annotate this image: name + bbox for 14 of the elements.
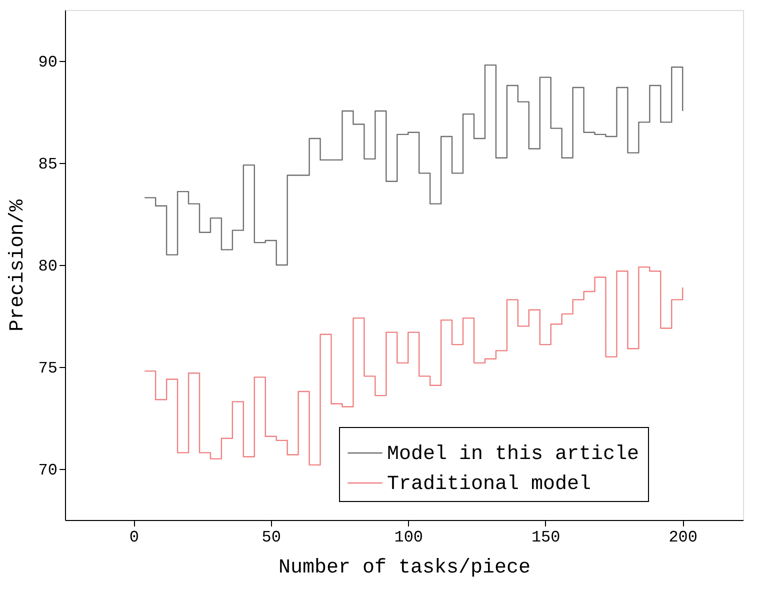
x-tick-label: 200 — [668, 528, 698, 546]
y-tick-label: 85 — [38, 156, 58, 174]
legend-label: Traditional model — [387, 473, 592, 496]
y-tick-label: 75 — [38, 360, 58, 378]
x-tick-label: 100 — [394, 528, 424, 546]
x-tick-label: 150 — [531, 528, 560, 546]
y-tick-label: 80 — [38, 258, 58, 276]
y-axis-title: Precision/% — [6, 198, 30, 332]
x-tick-label: 0 — [129, 528, 139, 546]
y-tick-label: 70 — [38, 462, 58, 480]
legend-label: Model in this article — [387, 443, 640, 466]
x-axis-title: Number of tasks/piece — [278, 556, 531, 580]
x-tick-label: 50 — [262, 528, 281, 546]
y-tick-label: 90 — [38, 54, 58, 72]
